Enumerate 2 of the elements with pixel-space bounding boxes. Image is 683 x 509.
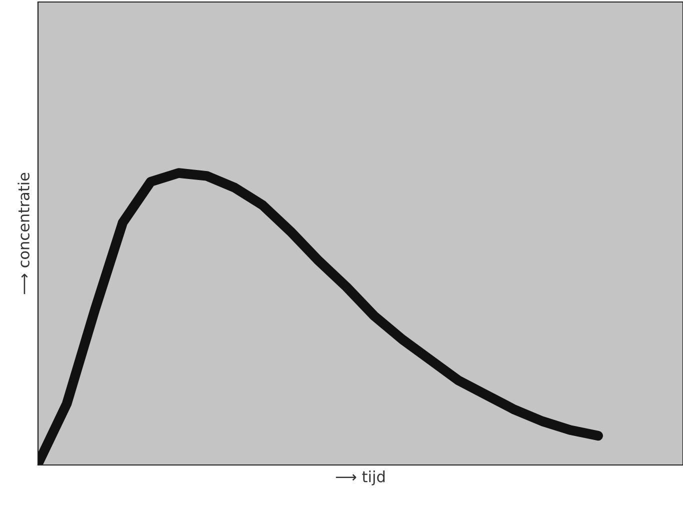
x-axis-title: ⟶ tijd: [336, 470, 385, 486]
y-axis-title: ⟶ concentratie: [18, 172, 30, 294]
